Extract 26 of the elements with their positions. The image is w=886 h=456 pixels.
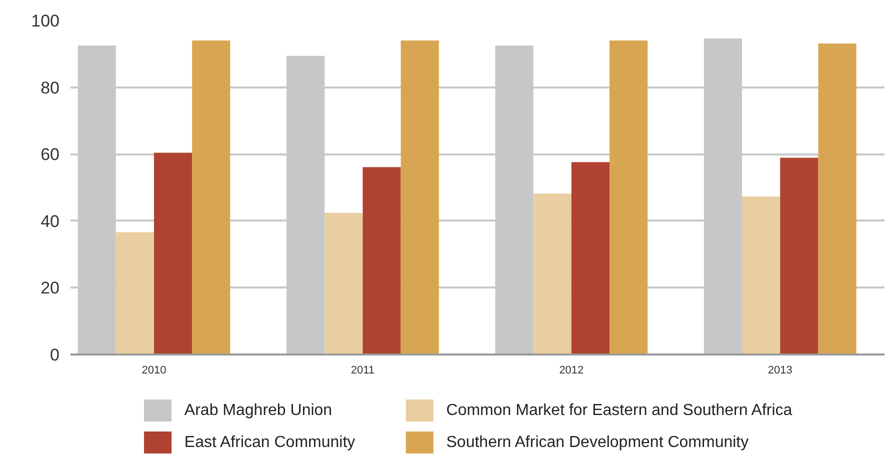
bar <box>116 232 154 354</box>
bar <box>742 196 780 354</box>
y-tick-label: 40 <box>40 212 60 231</box>
x-tick-label: 2011 <box>350 364 375 376</box>
x-tick-label: 2013 <box>768 364 792 376</box>
bar <box>533 194 572 354</box>
bar <box>362 167 401 354</box>
bar <box>154 152 192 354</box>
x-tick-label: 2012 <box>559 364 584 376</box>
y-tick-label: 0 <box>50 346 60 364</box>
bar <box>324 212 363 354</box>
legend-label: Southern African Development Community <box>446 434 749 451</box>
legend-label: Common Market for Eastern and Southern Africa <box>446 402 792 419</box>
y-tick-label: 20 <box>40 278 60 298</box>
legend-label: East African Community <box>184 434 356 451</box>
y-tick-label: 80 <box>40 78 60 98</box>
y-tick-label: 60 <box>40 145 60 164</box>
bar <box>571 162 610 354</box>
x-tick-label: 2010 <box>142 364 166 376</box>
bar <box>400 40 439 354</box>
legend-label: Arab Maghreb Union <box>184 402 332 419</box>
bar <box>610 40 648 354</box>
bar <box>192 40 230 354</box>
bar <box>780 158 818 354</box>
bar <box>818 44 856 354</box>
y-tick-label: 100 <box>31 12 60 30</box>
